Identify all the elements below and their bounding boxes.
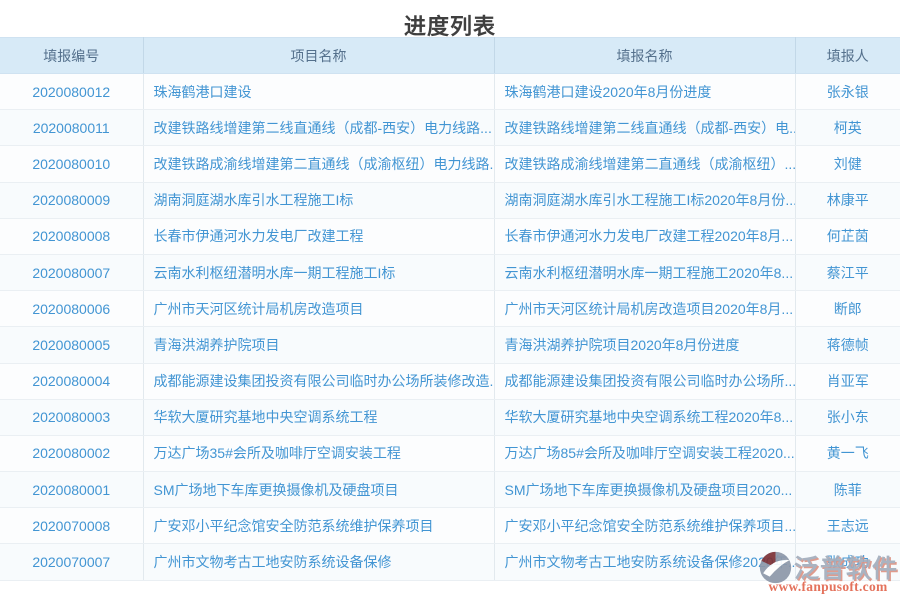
cell-report-id: 2020080003 [0,399,144,436]
cell-project-name: 广州市文物考古工地安防系统设备保修 [143,543,495,581]
cell-report-name: 成都能源建设集团投资有限公司临时办公场所... [494,363,796,400]
cell-report-id: 2020080006 [0,290,144,328]
table-row[interactable]: 2020080012 珠海鹤港口建设 珠海鹤港口建设2020年8月份进度 张永银 [0,73,900,111]
cell-report-id: 2020080007 [0,254,144,292]
table-row[interactable]: 2020080011 改建铁路线增建第二线直通线（成都-西安）电力线路... 改建铁… [0,109,900,147]
cell-reporter: 陈菲 [795,471,900,509]
cell-report-id: 2020080004 [0,363,144,400]
cell-report-id: 2020080008 [0,218,144,255]
watermark-url-text: www.fanpusoft.com [768,579,888,594]
cell-reporter: 黄一飞 [795,435,900,473]
cell-report-name: 万达广场85#会所及咖啡厅空调安装工程2020... [494,435,796,473]
cell-report-name: 广州市文物考古工地安防系统设备保修2020年... [494,543,796,581]
cell-report-name: 湖南洞庭湖水库引水工程施工I标2020年8月份... [494,182,796,219]
cell-reporter: 张永银 [795,73,900,111]
table-row[interactable]: 2020080007 云南水利枢纽潜明水库一期工程施工I标 云南水利枢纽潜明水库一期… [0,254,900,292]
cell-project-name: 广州市天河区统计局机房改造项目 [143,290,495,328]
cell-reporter: 王志远 [795,507,900,545]
cell-report-id: 2020070007 [0,543,144,581]
table-row[interactable]: 2020080003 华软大厦研究基地中央空调系统工程 华软大厦研究基地中央空调系统… [0,399,900,436]
cell-reporter: 何芷茵 [795,218,900,255]
cell-project-name: 湖南洞庭湖水库引水工程施工I标 [143,182,495,219]
cell-reporter: 柯英 [795,109,900,147]
table-row[interactable]: 2020080002 万达广场35#会所及咖啡厅空调安装工程 万达广场85#会所及咖… [0,435,900,473]
column-header-report-name: 填报名称 [494,37,796,74]
cell-report-name: 改建铁路线增建第二线直通线（成都-西安）电... [494,109,796,147]
cell-report-name: 华软大厦研究基地中央空调系统工程2020年8... [494,399,796,436]
cell-reporter: 张小东 [795,399,900,436]
cell-report-name: SM广场地下车库更换摄像机及硬盘项目2020... [494,471,796,509]
cell-report-name: 广安邓小平纪念馆安全防范系统维护保养项目... [494,507,796,545]
cell-report-name: 青海洪湖养护院项目2020年8月份进度 [494,326,796,364]
column-header-project-name: 项目名称 [143,37,495,74]
cell-report-name: 广州市天河区统计局机房改造项目2020年8月... [494,290,796,328]
cell-project-name: 珠海鹤港口建设 [143,73,495,111]
table-header: 填报编号 项目名称 填报名称 填报人 [0,37,900,74]
cell-project-name: 华软大厦研究基地中央空调系统工程 [143,399,495,436]
cell-reporter: 林康平 [795,182,900,219]
cell-project-name: 长春市伊通河水力发电厂改建工程 [143,218,495,255]
cell-reporter: 蔡江平 [795,254,900,292]
cell-report-id: 2020080009 [0,182,144,219]
cell-reporter: 刘健 [795,145,900,183]
table-row[interactable]: 2020080010 改建铁路成渝线增建第二直通线（成渝枢纽）电力线路... 改建铁… [0,145,900,183]
cell-report-id: 2020080001 [0,471,144,509]
cell-report-id: 2020070008 [0,507,144,545]
cell-report-name: 改建铁路成渝线增建第二直通线（成渝枢纽）... [494,145,796,183]
cell-report-id: 2020080012 [0,73,144,111]
table-row[interactable]: 2020080001 SM广场地下车库更换摄像机及硬盘项目 SM广场地下车库更换摄像… [0,471,900,509]
cell-reporter: 蒋德帧 [795,326,900,364]
cell-report-id: 2020080011 [0,109,144,147]
table-row[interactable]: 2020080008 长春市伊通河水力发电厂改建工程 长春市伊通河水力发电厂改建工程… [0,218,900,255]
cell-report-id: 2020080005 [0,326,144,364]
table-row[interactable]: 2020080004 成都能源建设集团投资有限公司临时办公场所装修改造... 成都能… [0,363,900,400]
cell-report-id: 2020080010 [0,145,144,183]
cell-report-id: 2020080002 [0,435,144,473]
table-row[interactable]: 2020070008 广安邓小平纪念馆安全防范系统维护保养项目 广安邓小平纪念馆安全… [0,507,900,545]
cell-project-name: 广安邓小平纪念馆安全防范系统维护保养项目 [143,507,495,545]
cell-project-name: 云南水利枢纽潜明水库一期工程施工I标 [143,254,495,292]
cell-reporter: 断郎 [795,290,900,328]
cell-project-name: 青海洪湖养护院项目 [143,326,495,364]
cell-project-name: 万达广场35#会所及咖啡厅空调安装工程 [143,435,495,473]
cell-project-name: 成都能源建设集团投资有限公司临时办公场所装修改造... [143,363,495,400]
cell-reporter: 肖亚军 [795,363,900,400]
cell-project-name: 改建铁路线增建第二线直通线（成都-西安）电力线路... [143,109,495,147]
table-row[interactable]: 2020080005 青海洪湖养护院项目 青海洪湖养护院项目2020年8月份进度 蒋德… [0,326,900,364]
cell-reporter: 张成功 [795,543,900,581]
table-row[interactable]: 2020080006 广州市天河区统计局机房改造项目 广州市天河区统计局机房改造项目… [0,290,900,328]
cell-report-name: 云南水利枢纽潜明水库一期工程施工2020年8... [494,254,796,292]
cell-report-name: 珠海鹤港口建设2020年8月份进度 [494,73,796,111]
cell-project-name: SM广场地下车库更换摄像机及硬盘项目 [143,471,495,509]
page-title: 进度列表 [403,14,496,39]
cell-report-name: 长春市伊通河水力发电厂改建工程2020年8月... [494,218,796,255]
column-header-reporter: 填报人 [795,37,900,74]
column-header-report-id: 填报编号 [0,37,144,74]
table-body: 2020080012 珠海鹤港口建设 珠海鹤港口建设2020年8月份进度 张永银 202… [0,73,900,581]
table-row[interactable]: 2020070007 广州市文物考古工地安防系统设备保修 广州市文物考古工地安防系统… [0,543,900,581]
progress-table: 填报编号 项目名称 填报名称 填报人 2020080012 珠海鹤港口建设 珠海鹤港… [0,37,900,581]
table-row[interactable]: 2020080009 湖南洞庭湖水库引水工程施工I标 湖南洞庭湖水库引水工程施工I标… [0,182,900,219]
cell-project-name: 改建铁路成渝线增建第二直通线（成渝枢纽）电力线路... [143,145,495,183]
